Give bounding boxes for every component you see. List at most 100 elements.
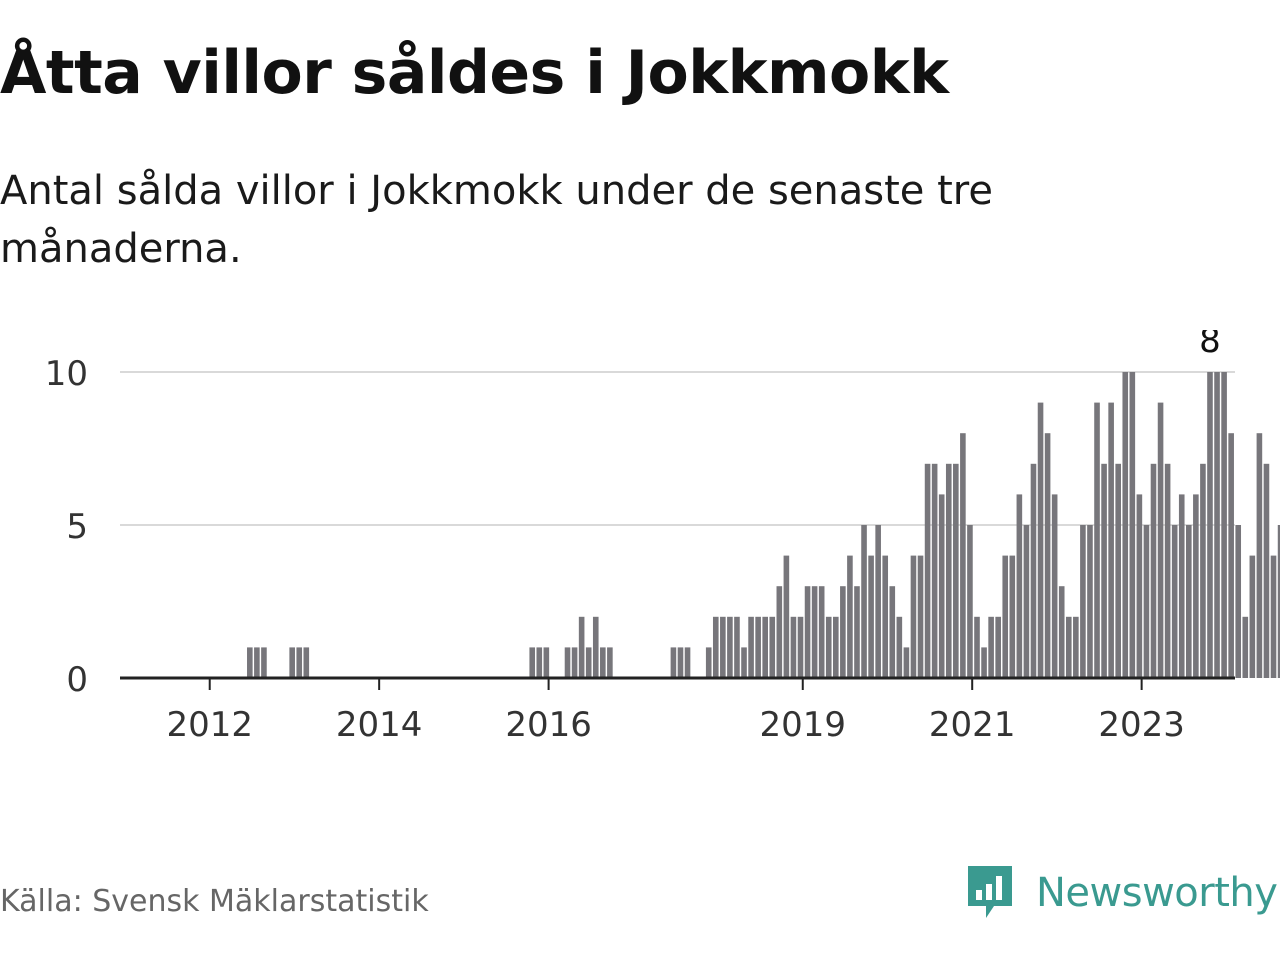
bar — [1129, 372, 1136, 678]
x-tick-label: 2023 — [1098, 705, 1185, 745]
x-tick-label: 2012 — [166, 705, 253, 745]
bar — [578, 616, 585, 678]
bar — [585, 647, 592, 678]
bar — [254, 647, 260, 678]
bar — [903, 647, 910, 678]
bar — [931, 463, 938, 678]
bar — [953, 463, 959, 678]
bar — [896, 616, 903, 678]
x-tick-label: 2021 — [929, 705, 1016, 745]
bar — [938, 494, 945, 678]
bar — [1002, 555, 1009, 678]
bar — [600, 647, 606, 678]
bar — [776, 586, 783, 678]
bar — [882, 555, 889, 678]
bar — [1150, 463, 1157, 678]
bar — [1235, 525, 1242, 678]
bar — [1115, 463, 1121, 678]
bar — [1044, 433, 1051, 678]
bar — [854, 586, 860, 678]
bar — [1186, 525, 1192, 678]
bar — [833, 616, 839, 678]
bar — [1143, 525, 1150, 678]
bar — [1065, 616, 1072, 678]
bar — [1058, 586, 1065, 678]
bar — [1277, 525, 1280, 678]
source-credit: Källa: Svensk Mäklarstatistik — [0, 884, 429, 919]
bar — [1207, 372, 1213, 678]
bar — [825, 616, 832, 678]
bar — [1249, 555, 1256, 678]
brand-logo: Newsworthy — [964, 862, 1278, 924]
bar — [734, 616, 740, 678]
x-tick-label: 2014 — [336, 705, 423, 745]
bar — [945, 463, 952, 678]
bar — [889, 586, 896, 678]
bar — [1101, 463, 1107, 678]
bar — [1228, 433, 1234, 678]
bar — [1030, 463, 1037, 678]
bar — [960, 433, 966, 678]
bar — [1108, 402, 1114, 678]
bar — [289, 647, 295, 678]
bar — [712, 616, 719, 678]
bar — [296, 647, 303, 678]
bar — [797, 616, 804, 678]
bars — [247, 372, 1280, 678]
bar — [247, 647, 253, 678]
bar — [1178, 494, 1185, 678]
bar — [705, 647, 712, 678]
bar — [790, 616, 797, 678]
bar — [1073, 616, 1079, 678]
bar-chart: 0 5 10 8 2012 2014 2016 2019 2021 2023 — [45, 330, 1280, 745]
bar — [818, 586, 825, 678]
newsworthy-logo-icon — [968, 866, 1012, 918]
y-tick-label: 10 — [45, 354, 88, 394]
bar — [910, 555, 917, 678]
bar — [720, 616, 726, 678]
bar — [1016, 494, 1023, 678]
bar — [755, 616, 761, 678]
bar — [769, 616, 776, 678]
bar — [303, 647, 310, 678]
chart-title: Åtta villor såldes i Jokkmokk — [0, 38, 949, 108]
bar — [924, 463, 931, 678]
bar — [1193, 494, 1199, 678]
bar — [847, 555, 853, 678]
x-tick-label: 2019 — [759, 705, 846, 745]
gridlines — [120, 371, 1235, 526]
bar — [684, 647, 691, 678]
bar — [1256, 433, 1263, 678]
bar — [861, 525, 867, 678]
axes: 0 5 10 8 2012 2014 2016 2019 2021 2023 — [45, 330, 1235, 745]
bar — [804, 586, 811, 678]
bar — [1221, 372, 1227, 678]
bar — [748, 616, 754, 678]
bar — [1171, 525, 1178, 678]
bar — [564, 647, 571, 678]
bar — [1263, 463, 1270, 678]
bar — [1094, 402, 1100, 678]
bar — [875, 525, 881, 678]
bar — [967, 525, 973, 678]
y-tick-label: 0 — [66, 660, 88, 700]
y-tick-label: 5 — [66, 507, 88, 547]
bar — [1080, 525, 1086, 678]
bar — [536, 647, 543, 678]
bar — [529, 647, 536, 678]
chart-subtitle: Antal sålda villor i Jokkmokk under de s… — [0, 168, 993, 272]
bar — [974, 616, 980, 678]
bar — [1009, 555, 1016, 678]
bar — [1164, 463, 1171, 678]
bar — [783, 555, 790, 678]
bar — [988, 616, 994, 678]
bar — [1087, 525, 1093, 678]
bar — [261, 647, 267, 678]
bar — [1200, 463, 1206, 678]
bar — [1122, 372, 1129, 678]
bar — [607, 647, 613, 678]
bar — [1023, 525, 1030, 678]
bar — [1037, 402, 1044, 678]
bar — [811, 586, 818, 678]
bar — [1157, 402, 1164, 678]
